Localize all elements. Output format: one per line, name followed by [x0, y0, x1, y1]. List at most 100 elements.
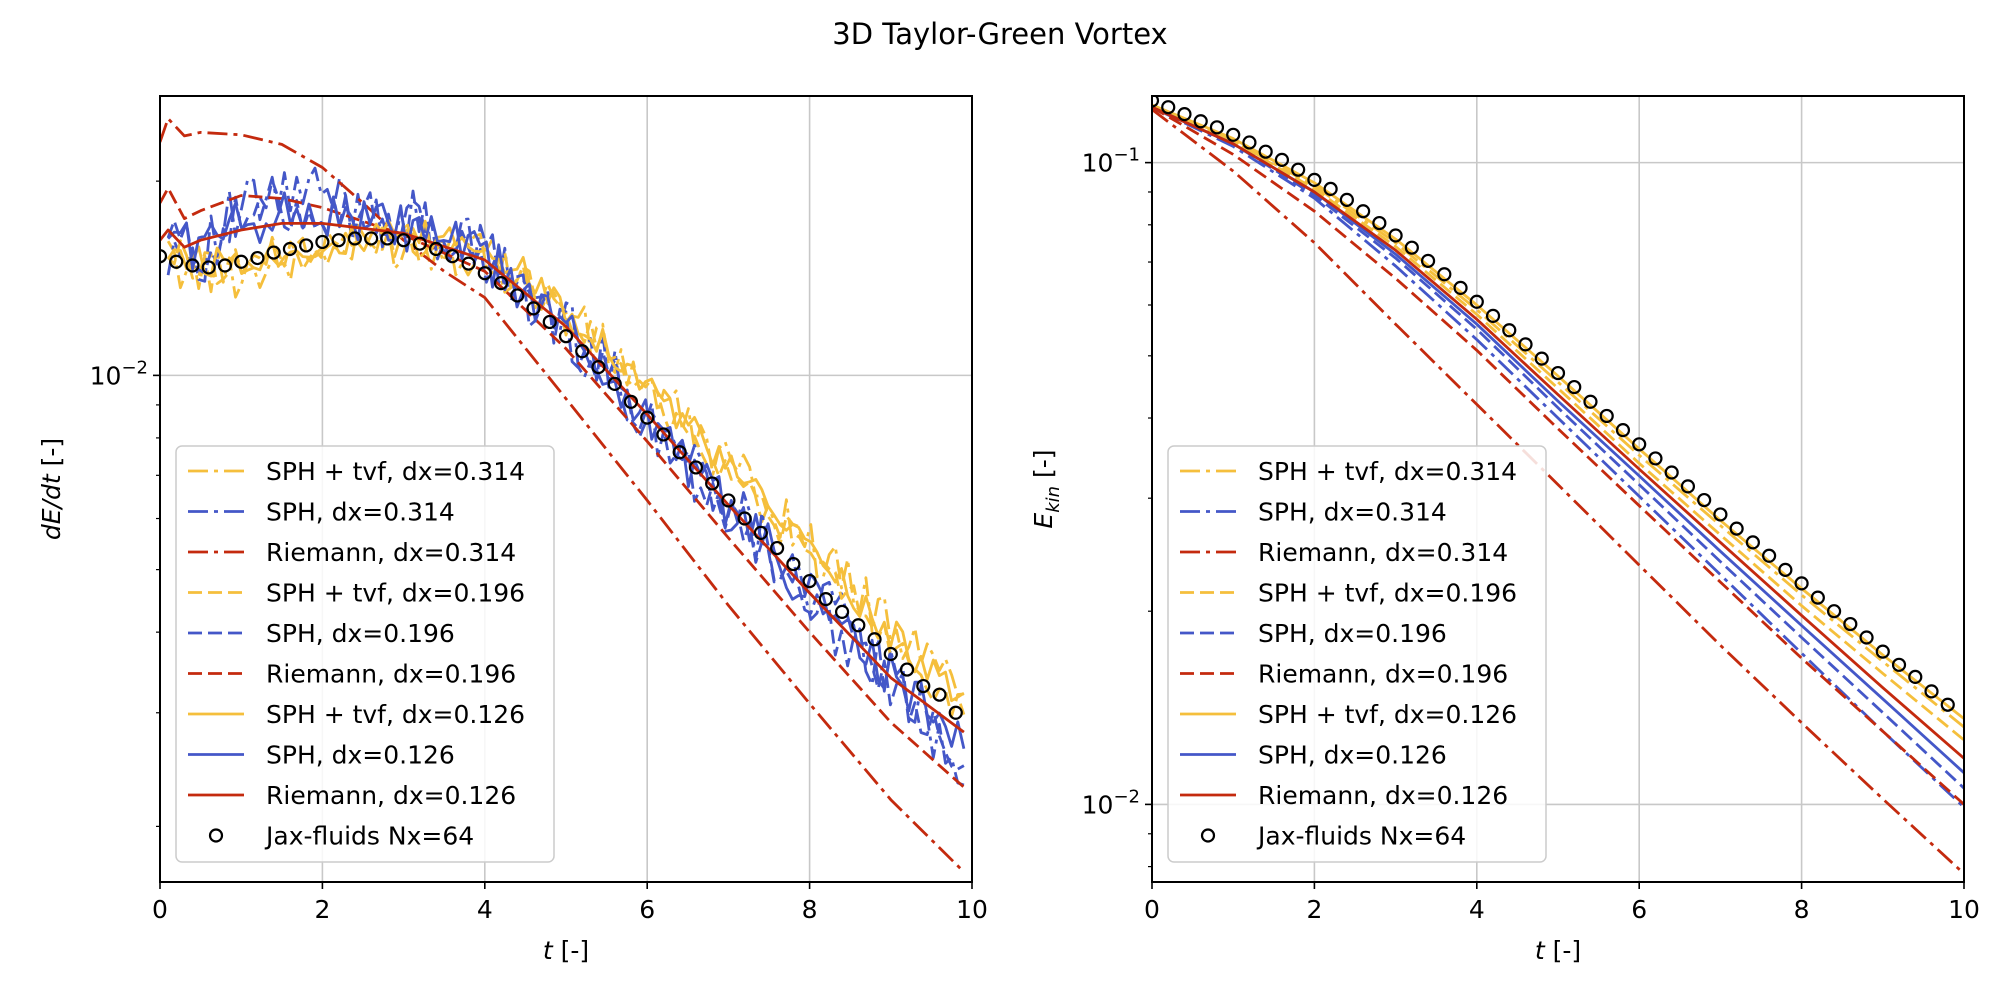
legend-entry: SPH, dx=0.196: [188, 619, 455, 648]
legend-entry: SPH, dx=0.314: [1180, 498, 1447, 527]
data-point: [770, 540, 785, 556]
data-point: [623, 394, 639, 409]
x-tick-label: 2: [1306, 895, 1322, 924]
data-point: [169, 254, 184, 269]
legend-label: Riemann, dx=0.196: [266, 660, 516, 689]
data-point: [1875, 644, 1890, 659]
data-point: [1323, 181, 1338, 197]
data-point: [916, 678, 931, 694]
data-point: [1161, 100, 1176, 115]
legend-label: SPH, dx=0.314: [266, 498, 455, 527]
data-point: [185, 258, 200, 273]
series-line: [1152, 105, 1964, 809]
legend-label: SPH + tvf, dx=0.314: [266, 457, 525, 486]
data-point: [834, 604, 850, 619]
data-point: [1680, 479, 1696, 494]
data-point: [1762, 548, 1777, 563]
series-line: [167, 191, 966, 750]
legend-entry: SPH, dx=0.126: [1180, 741, 1447, 770]
series-jax-fluids: [160, 231, 963, 720]
data-point: [428, 241, 444, 257]
legend-marker: [208, 828, 224, 843]
x-axis-label: t [-]: [1535, 936, 1581, 965]
legend-entry: SPH + tvf, dx=0.196: [188, 579, 525, 608]
data-point: [331, 233, 346, 248]
series-jax-fluids: [1152, 96, 1955, 712]
series-line: [167, 220, 965, 718]
data-point: [1615, 423, 1631, 438]
data-point: [526, 301, 541, 316]
data-point: [1908, 669, 1923, 685]
data-point: [1453, 280, 1468, 295]
figure-title: 3D Taylor-Green Vortex: [832, 17, 1167, 51]
data-point: [575, 344, 590, 359]
legend-entry: Jax-fluids Nx=64: [208, 822, 474, 851]
data-point: [510, 288, 525, 303]
data-point: [1226, 127, 1241, 142]
data-point: [1274, 152, 1290, 167]
legend-label: Riemann, dx=0.314: [266, 538, 516, 567]
chart-panel-2: 0 2 4 6 8 10 10−1 10−2 t [-] Ekin [-] SPH + tvf, d…: [1029, 95, 1980, 965]
data-point: [1307, 172, 1322, 187]
data-point: [1745, 535, 1760, 550]
data-point: [1891, 657, 1907, 672]
data-point: [1518, 337, 1533, 352]
data-point: [1534, 351, 1549, 366]
legend-label: SPH, dx=0.126: [266, 741, 455, 770]
data-point: [250, 250, 265, 266]
data-point: [753, 525, 768, 540]
data-point: [1193, 114, 1208, 129]
axes-frame: [159, 95, 973, 883]
data-point: [1177, 107, 1192, 122]
y-tick-label: 10−1: [1082, 145, 1140, 178]
series-line: [166, 223, 966, 716]
data-point: [786, 556, 801, 572]
legend-label: Riemann, dx=0.196: [1258, 660, 1508, 689]
legend-label: SPH, dx=0.196: [266, 619, 455, 648]
data-point: [1859, 630, 1874, 645]
series-line: [1152, 105, 1964, 729]
data-point: [1339, 192, 1354, 207]
legend-entry: SPH + tvf, dx=0.314: [188, 457, 525, 486]
data-point: [1258, 144, 1273, 159]
legend-box: [175, 445, 555, 863]
legend-label: Riemann, dx=0.314: [1258, 538, 1508, 567]
legend-entry: SPH, dx=0.126: [188, 741, 455, 770]
data-point: [818, 592, 833, 607]
data-point: [932, 687, 947, 702]
data-point: [1632, 437, 1647, 452]
data-point: [558, 329, 574, 344]
data-point: [1713, 507, 1728, 522]
x-tick-label: 0: [1144, 895, 1160, 924]
legend-entry: Riemann, dx=0.314: [1180, 538, 1508, 567]
data-point: [1404, 240, 1419, 255]
legend: SPH + tvf, dx=0.314 SPH, dx=0.314 Riemann,…: [175, 445, 555, 863]
data-point: [201, 260, 216, 275]
data-point: [1778, 562, 1793, 577]
y-axis-label: Ekin [-]: [1029, 449, 1064, 528]
data-point: [591, 359, 606, 375]
legend-label: SPH, dx=0.126: [1258, 741, 1447, 770]
data-point: [1420, 253, 1436, 268]
data-point: [1583, 394, 1598, 409]
x-tick-label: 8: [1794, 895, 1810, 924]
data-point: [1437, 267, 1452, 282]
data-point: [1209, 120, 1225, 135]
y-tick-label: 10−2: [90, 357, 148, 390]
data-point: [1485, 308, 1501, 323]
x-tick-label: 4: [1469, 895, 1485, 924]
data-point: [477, 266, 492, 281]
legend-entry: Riemann, dx=0.196: [188, 660, 516, 689]
data-point: [1826, 604, 1842, 619]
data-point: [1356, 204, 1371, 219]
data-point: [1599, 408, 1614, 424]
data-point: [1567, 379, 1582, 395]
data-point: [656, 427, 671, 442]
data-point: [1372, 215, 1387, 231]
plot-area: [1152, 96, 1964, 875]
data-point: [1924, 684, 1939, 699]
legend-label: SPH + tvf, dx=0.126: [1258, 700, 1517, 729]
data-point: [1794, 576, 1809, 591]
data-point: [1388, 228, 1403, 243]
series-line: [1152, 105, 1964, 790]
